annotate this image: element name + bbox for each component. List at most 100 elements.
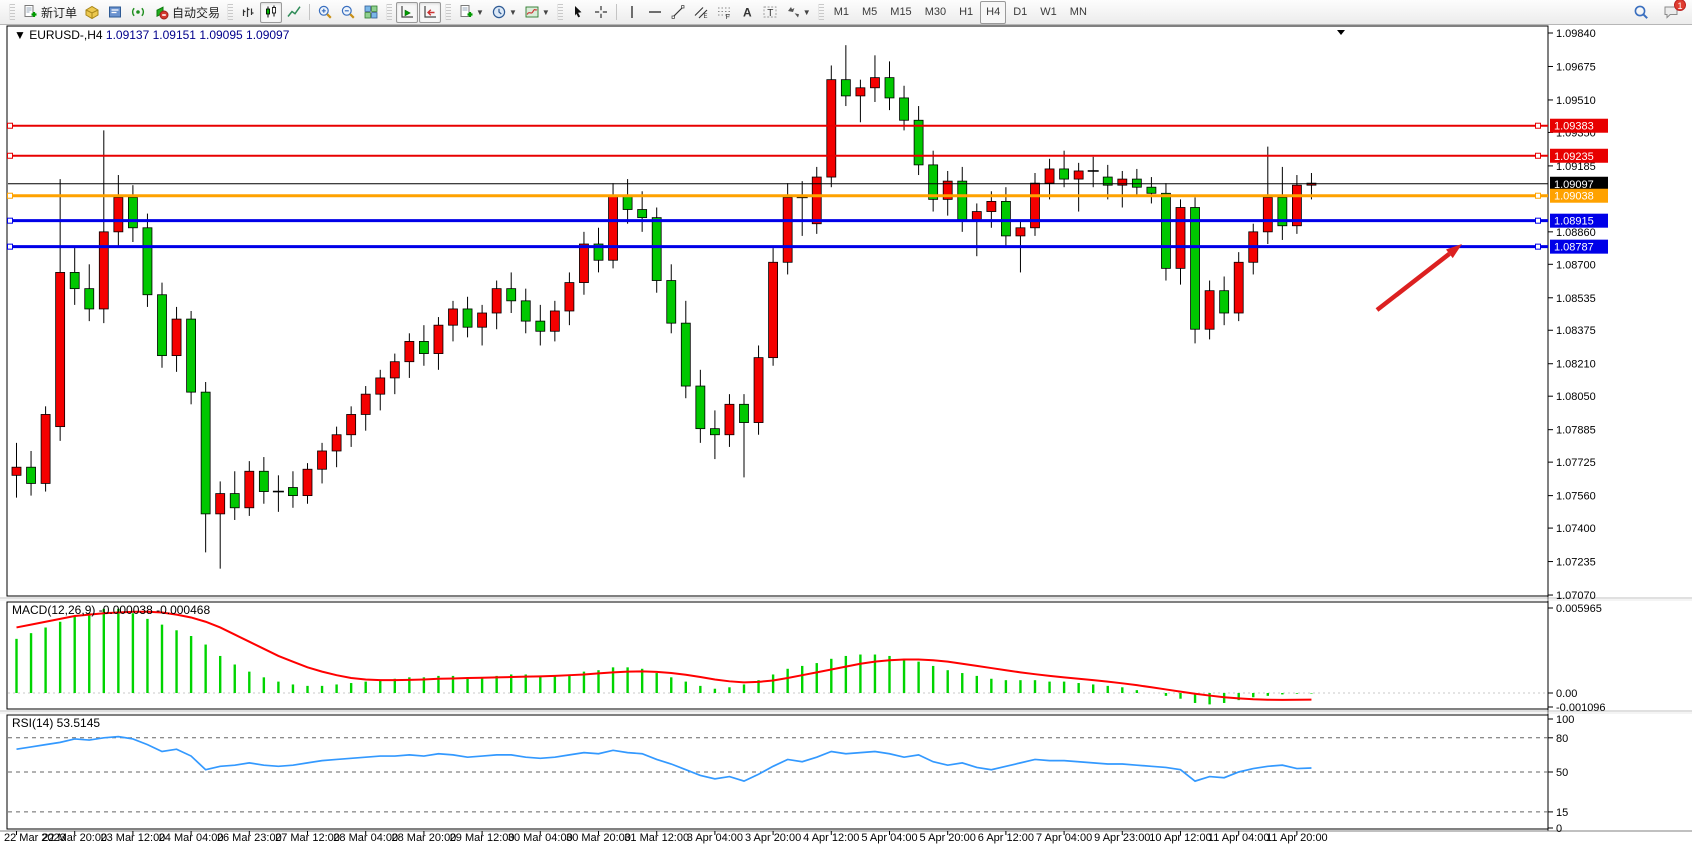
tile-windows-button[interactable]: [360, 2, 382, 23]
new-order-button[interactable]: 新订单: [19, 2, 80, 23]
signal-icon: [132, 7, 145, 17]
svg-text:T: T: [767, 8, 773, 19]
search-button[interactable]: [1630, 2, 1652, 23]
navigator-button[interactable]: [104, 2, 126, 23]
timeframe-m15[interactable]: M15: [890, 6, 912, 18]
svg-text:A: A: [743, 6, 752, 20]
svg-text:1.08375: 1.08375: [1556, 325, 1596, 337]
arrow-annotation-head[interactable]: [1445, 244, 1462, 259]
indicators-button[interactable]: ▼: [521, 2, 553, 23]
candle: [1219, 290, 1230, 314]
candle: [1102, 176, 1113, 186]
candle: [840, 79, 851, 97]
chart-canvas: 1.09840 1.09675 1.09510 1.09350 1.09185 1.088…: [0, 25, 1692, 844]
candle: [520, 300, 531, 322]
arrows-button[interactable]: ▼: [782, 2, 814, 23]
bar-chart-icon: [242, 7, 254, 17]
price-badge-label: 1.09038: [1554, 191, 1594, 203]
timeframe-d1[interactable]: D1: [1013, 6, 1028, 18]
svg-text:30 Mar 20:00: 30 Mar 20:00: [566, 832, 631, 844]
timeframe-h1[interactable]: H1: [959, 6, 974, 18]
notification-badge: 1: [1674, 0, 1686, 11]
timeframe-m30[interactable]: M30: [924, 6, 947, 18]
line-anchor-handle[interactable]: [7, 243, 13, 250]
auto-scroll-button[interactable]: [396, 1, 419, 23]
candle: [317, 450, 327, 470]
text-label-button[interactable]: T: [759, 2, 781, 23]
macd-label: MACD(12,26,9) -0.000038 -0.000468: [12, 603, 210, 617]
candle: [651, 217, 662, 281]
line-chart-icon: [287, 6, 301, 17]
bar-chart-button[interactable]: [237, 2, 259, 23]
chart-shift-marker[interactable]: [1337, 30, 1345, 35]
candle: [870, 77, 880, 89]
line-anchor-handle[interactable]: [1535, 152, 1541, 159]
timeframe-h4[interactable]: H4: [980, 0, 1007, 24]
line-anchor-handle[interactable]: [1535, 122, 1541, 129]
timeframe-w1[interactable]: W1: [1040, 6, 1057, 18]
candle: [1161, 192, 1171, 269]
svg-text:1.09675: 1.09675: [1556, 61, 1596, 73]
line-anchor-handle[interactable]: [1535, 217, 1541, 224]
candle: [491, 288, 502, 314]
cursor-button[interactable]: [567, 2, 589, 23]
candle: [26, 466, 36, 484]
timeframe-m5[interactable]: M5: [862, 6, 878, 18]
line-anchor-handle[interactable]: [7, 192, 13, 199]
toolbar-separator: [309, 4, 311, 20]
crosshair-button[interactable]: [590, 2, 612, 23]
svg-text:1.08210: 1.08210: [1556, 359, 1596, 371]
svg-text:29 Mar 12:00: 29 Mar 12:00: [450, 832, 515, 844]
candle: [1117, 178, 1128, 186]
text-button[interactable]: A: [736, 2, 758, 23]
signals-button[interactable]: [127, 2, 149, 23]
price-badge: [1550, 213, 1608, 228]
svg-text:-0.001096: -0.001096: [1556, 702, 1606, 714]
auto-trading-button[interactable]: 自动交易: [150, 2, 223, 23]
svg-text:E: E: [703, 14, 707, 20]
periods-button[interactable]: ▼: [488, 2, 520, 23]
candle: [55, 272, 66, 428]
price-badge: [1550, 239, 1608, 254]
line-anchor-handle[interactable]: [7, 122, 13, 129]
vertical-line-button[interactable]: [621, 2, 643, 23]
channel-button[interactable]: E: [690, 2, 712, 23]
candle-chart-button[interactable]: [260, 1, 283, 23]
candle: [739, 403, 749, 423]
line-chart-button[interactable]: [283, 2, 305, 23]
tile-windows-icon: [364, 5, 378, 19]
price-axis-ticks: 1.09840 1.09675 1.09510 1.09350 1.09185 1.088…: [1548, 28, 1596, 602]
candle: [1131, 178, 1142, 188]
timeframe-m1[interactable]: M1: [833, 6, 849, 18]
market-watch-button[interactable]: [81, 2, 103, 23]
templates-button[interactable]: ▼: [455, 2, 487, 23]
svg-text:15: 15: [1556, 807, 1568, 819]
candle: [11, 466, 22, 476]
candle: [375, 377, 386, 395]
macd-signal-line: [16, 610, 1312, 701]
line-anchor-handle[interactable]: [7, 152, 13, 159]
chart-shift-button[interactable]: [419, 1, 442, 23]
line-anchor-handle[interactable]: [7, 217, 13, 224]
trendline-button[interactable]: [667, 2, 689, 23]
notifications-button[interactable]: 1: [1660, 0, 1686, 23]
candle: [913, 119, 924, 166]
svg-text:22 Mar 20:00: 22 Mar 20:00: [42, 832, 107, 844]
svg-text:23 Mar 12:00: 23 Mar 12:00: [100, 832, 165, 844]
candle: [608, 194, 618, 261]
fibonacci-button[interactable]: F: [713, 2, 735, 23]
candle: [680, 322, 691, 387]
svg-text:1.09510: 1.09510: [1556, 95, 1596, 107]
horizontal-line-button[interactable]: [644, 2, 666, 23]
line-anchor-handle[interactable]: [1535, 192, 1541, 199]
timeframe-mn[interactable]: MN: [1069, 6, 1087, 18]
arrow-annotation-shaft[interactable]: [1375, 252, 1451, 312]
zoom-in-button[interactable]: [314, 2, 336, 23]
zoom-out-button[interactable]: [337, 2, 359, 23]
line-anchor-handle[interactable]: [1535, 243, 1541, 250]
candle: [113, 196, 124, 233]
candle: [826, 79, 837, 178]
candle: [1059, 168, 1069, 180]
trendline-icon: [671, 5, 685, 19]
